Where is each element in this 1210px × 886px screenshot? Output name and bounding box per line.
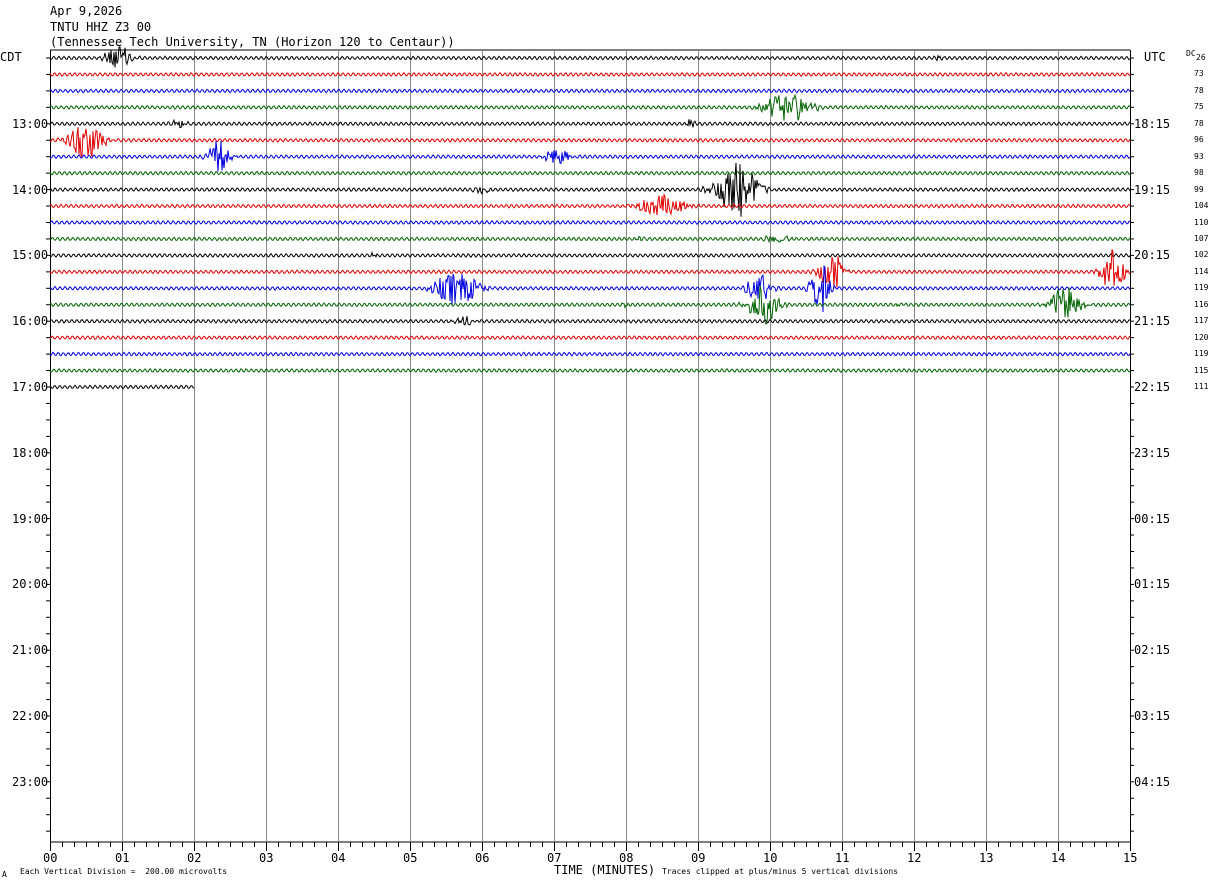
x-tick-label: 10 — [763, 851, 778, 865]
left-time-label: 19:00 — [12, 511, 49, 526]
dc-offset-label: 96 — [1194, 135, 1204, 145]
dc-label: DC — [1186, 49, 1196, 58]
trace-line-18 — [49, 351, 1131, 357]
x-tick-label: 07 — [547, 851, 562, 865]
scale-note: Each Vertical Division = 200.00 microvol… — [20, 867, 228, 876]
right-time-label: 20:15 — [1134, 248, 1171, 263]
trace-line-16 — [49, 316, 1131, 326]
dc-offset-label: 75 — [1194, 102, 1204, 112]
trace-line-19 — [49, 367, 1131, 374]
left-time-label: 14:00 — [12, 182, 49, 197]
right-time-label: 18:15 — [1134, 116, 1171, 131]
x-tick-label: 04 — [331, 851, 346, 865]
trace-line-2 — [49, 88, 1131, 94]
dc-offset-label: 104 — [1194, 201, 1209, 211]
dc-offset-label: 102 — [1194, 250, 1209, 260]
dc-offset-label: 119 — [1194, 349, 1209, 359]
dc-offset-label: 78 — [1194, 118, 1204, 128]
dc-offset-label: 73 — [1194, 69, 1204, 79]
x-tick-label: 01 — [115, 851, 130, 865]
dc-offset-label: 115 — [1194, 365, 1209, 375]
left-time-label: 17:00 — [12, 380, 49, 394]
trace-line-6 — [49, 141, 1131, 172]
dc-offset-label: 120 — [1194, 332, 1209, 342]
trace-line-15 — [49, 285, 1131, 325]
dc-offset-label: 99 — [1194, 184, 1204, 194]
trace-line-20 — [49, 384, 195, 390]
left-time-label: 16:00 — [12, 314, 49, 329]
right-time-label: 19:15 — [1134, 182, 1171, 197]
trace-line-4 — [49, 118, 1131, 129]
left-time-label: 18:00 — [12, 445, 49, 460]
right-time-label: 00:15 — [1134, 511, 1171, 526]
trace-line-12 — [49, 250, 1131, 258]
right-time-label: 01:15 — [1134, 577, 1171, 592]
trace-line-7 — [49, 170, 1131, 176]
trace-line-10 — [49, 219, 1131, 226]
dc-offset-label: 111 — [1194, 382, 1209, 391]
right-time-label: 02:15 — [1134, 643, 1171, 658]
left-time-label: 23:00 — [12, 774, 49, 789]
left-time-label: 20:00 — [12, 577, 49, 592]
x-tick-label: 14 — [1051, 851, 1066, 865]
x-tick-label: 00 — [43, 851, 58, 865]
x-tick-label: 13 — [979, 851, 994, 865]
x-tick-label: 15 — [1123, 851, 1138, 865]
right-time-label: 03:15 — [1134, 709, 1171, 723]
x-tick-label: 08 — [619, 851, 634, 865]
dc-offset-label: 110 — [1194, 217, 1209, 227]
clip-note: Traces clipped at plus/minus 5 vertical … — [662, 867, 899, 876]
trace-line-5 — [49, 127, 1131, 158]
left-time-label: 15:00 — [12, 248, 49, 263]
right-time-label: 04:15 — [1134, 774, 1171, 789]
trace-line-0 — [49, 46, 1131, 68]
x-tick-label: 05 — [403, 851, 418, 865]
left-time-label: 13:00 — [12, 116, 49, 131]
trace-line-14 — [49, 265, 1131, 313]
plot-date: Apr 9,2026 — [50, 4, 123, 18]
left-timezone-label: CDT — [0, 50, 22, 64]
right-time-label: 22:15 — [1134, 380, 1171, 394]
x-tick-label: 06 — [475, 851, 490, 865]
trace-line-3 — [49, 93, 1131, 121]
trace-line-13 — [49, 249, 1131, 288]
trace-line-9 — [49, 194, 1131, 216]
dc-offset-label: 119 — [1194, 283, 1209, 293]
dc-offset-label: 93 — [1194, 151, 1204, 161]
x-tick-label: 09 — [691, 851, 706, 865]
left-time-label: 22:00 — [12, 709, 49, 723]
left-time-label: 21:00 — [12, 643, 49, 658]
right-time-label: 23:15 — [1134, 445, 1171, 460]
dc-offset-label: 107 — [1194, 233, 1209, 243]
dc-offset-label: 26 — [1196, 53, 1206, 62]
dc-offset-label: 78 — [1194, 85, 1204, 95]
x-tick-label: 12 — [907, 851, 922, 865]
dc-offset-label: 114 — [1194, 266, 1209, 276]
x-axis-title: TIME (MINUTES) — [554, 863, 656, 877]
right-time-label: 21:15 — [1134, 314, 1171, 329]
trace-line-8 — [49, 162, 1131, 217]
x-tick-label: 02 — [187, 851, 202, 865]
dc-offset-label: 117 — [1194, 316, 1209, 326]
trace-line-11 — [49, 235, 1131, 244]
corner-mark: A — [2, 870, 7, 879]
right-timezone-label: UTC — [1144, 50, 1166, 64]
x-tick-label: 11 — [835, 851, 850, 865]
station-code: TNTU HHZ Z3 00 — [50, 20, 152, 34]
trace-line-1 — [49, 71, 1131, 78]
station-location: (Tennessee Tech University, TN (Horizon … — [50, 35, 455, 49]
x-tick-label: 03 — [259, 851, 274, 865]
trace-line-17 — [49, 335, 1131, 341]
dc-offset-label: 116 — [1194, 299, 1209, 309]
dc-offset-label: 98 — [1194, 168, 1204, 178]
